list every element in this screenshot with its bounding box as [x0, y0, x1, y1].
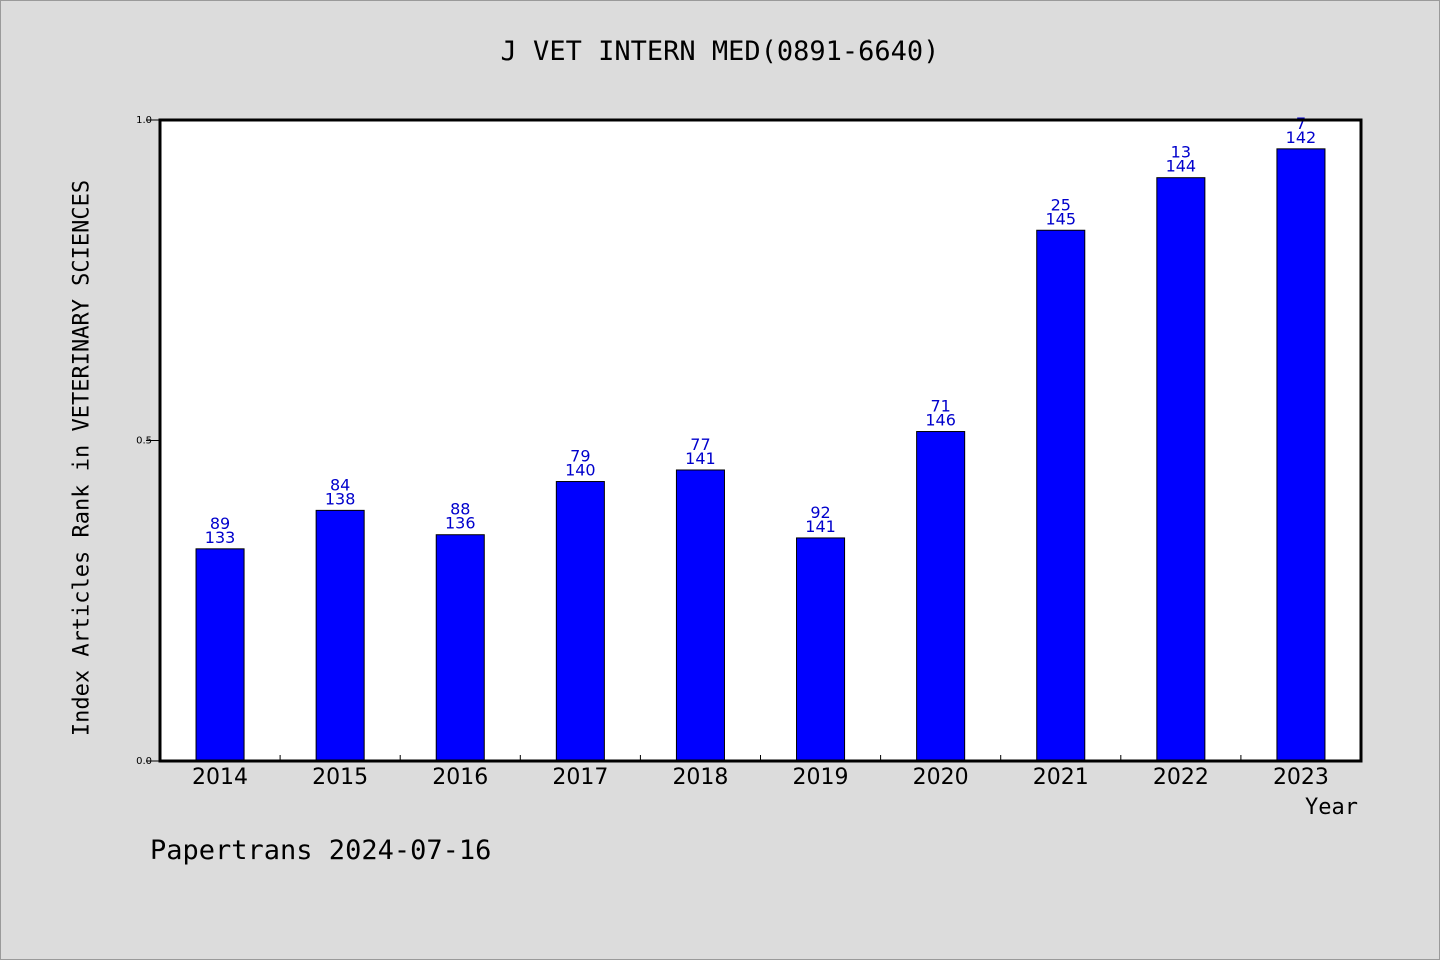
x-tick-label-2016: 2016: [432, 765, 488, 790]
y-tick-label-2: 1.0: [136, 115, 152, 126]
y-axis-ticks: 0.0 0.5 1.0: [136, 115, 160, 767]
x-axis-label: Year: [1305, 795, 1358, 820]
bar-2015: [315, 509, 365, 762]
bar-2017: [555, 481, 605, 762]
x-tick-label-2018: 2018: [672, 765, 728, 790]
data-label-bottom-2016: 136: [445, 514, 476, 533]
x-tick-label-2019: 2019: [793, 765, 849, 790]
data-label-bottom-2017: 140: [565, 461, 596, 480]
bar-2022: [1156, 177, 1206, 762]
x-tick-label-2021: 2021: [1033, 765, 1089, 790]
data-labels: 8913384138881367914077141921417114625145…: [205, 114, 1316, 547]
data-label-bottom-2021: 145: [1045, 209, 1076, 228]
data-label-top-2016: 88: [450, 500, 470, 519]
bar-2020: [916, 431, 966, 762]
x-tick-label-2022: 2022: [1153, 765, 1209, 790]
bar-2021: [1036, 229, 1086, 762]
data-label-bottom-2020: 146: [925, 411, 956, 430]
bar-2023: [1276, 148, 1326, 762]
x-tick-label-2015: 2015: [312, 765, 368, 790]
data-label-top-2018: 77: [690, 435, 710, 454]
data-label-top-2021: 25: [1051, 195, 1071, 214]
footer-credit: Papertrans 2024-07-16: [150, 835, 492, 866]
bar-2016: [435, 534, 485, 762]
x-tick-label-2017: 2017: [552, 765, 608, 790]
data-label-top-2023: 7: [1296, 114, 1306, 133]
bar-2014: [195, 548, 245, 762]
data-label-bottom-2014: 133: [205, 528, 236, 547]
data-label-top-2022: 13: [1171, 143, 1191, 162]
data-label-bottom-2023: 142: [1286, 128, 1317, 147]
data-label-bottom-2015: 138: [325, 489, 356, 508]
data-label-top-2017: 79: [570, 447, 590, 466]
data-label-top-2015: 84: [330, 475, 350, 494]
bars: [195, 148, 1326, 762]
x-tick-label-2014: 2014: [192, 765, 248, 790]
data-label-top-2019: 92: [810, 503, 830, 522]
y-tick-label-0: 0.0: [136, 756, 152, 767]
data-label-bottom-2018: 141: [685, 449, 716, 468]
x-tick-label-2023: 2023: [1273, 765, 1329, 790]
data-label-top-2014: 89: [210, 514, 230, 533]
bar-2019: [796, 537, 846, 762]
data-label-bottom-2022: 144: [1166, 157, 1197, 176]
chart-title: J VET INTERN MED(0891-6640): [500, 36, 940, 67]
plot-border: [158, 118, 1363, 763]
x-tick-label-2020: 2020: [913, 765, 969, 790]
x-axis-tick-labels: 2014 2015 2016 2017 2018 2019 2020 2021 2022 2023: [192, 765, 1329, 790]
y-axis-label: Index Articles Rank in VETERINARY SCIENC…: [69, 179, 95, 737]
data-label-top-2020: 71: [930, 397, 950, 416]
y-tick-label-1: 0.5: [136, 436, 152, 447]
bar-2018: [675, 469, 725, 762]
data-label-bottom-2019: 141: [805, 517, 836, 536]
